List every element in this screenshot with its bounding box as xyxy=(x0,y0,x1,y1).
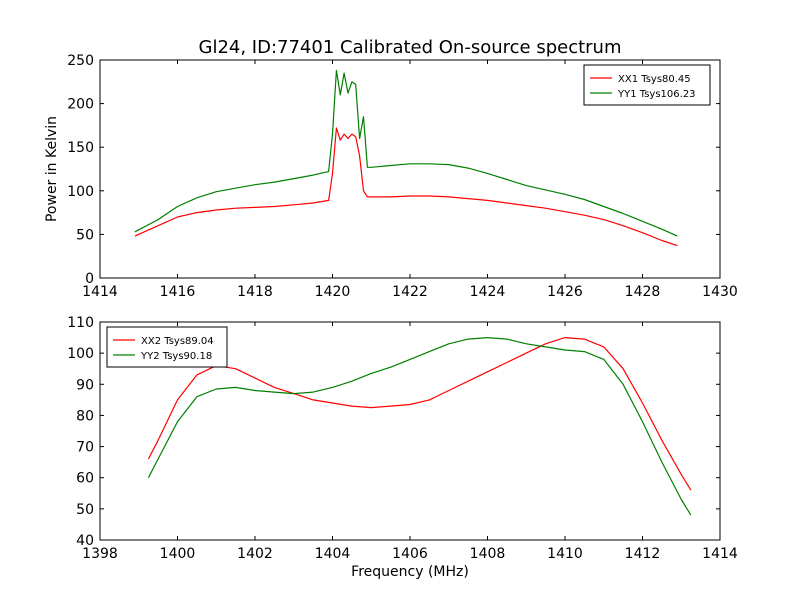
x-tick-label: 1414 xyxy=(82,284,118,300)
x-tick-label: 1420 xyxy=(315,284,351,300)
chart-title: Gl24, ID:77401 Calibrated On-source spec… xyxy=(199,37,622,58)
bottom-panel: 1398 1400 1402 1404 1406 1408 1410 1412 1414 40 50… xyxy=(67,315,738,562)
y-tick-label: 50 xyxy=(76,502,94,518)
y-tick-label: 60 xyxy=(76,471,94,487)
y-tick-label: 250 xyxy=(67,53,94,69)
x-tick-label: 1422 xyxy=(392,284,428,300)
y-tick-label: 80 xyxy=(76,408,94,424)
x-tick-label: 1402 xyxy=(237,546,273,562)
legend: XX1 Tsys80.45 YY1 Tsys106.23 xyxy=(583,64,711,106)
x-tick-label: 1426 xyxy=(547,284,583,300)
x-tick-label: 1430 xyxy=(702,284,738,300)
y-tick-label: 100 xyxy=(67,346,94,362)
x-tick-label: 1424 xyxy=(470,284,506,300)
x-tick-label: 1404 xyxy=(315,546,351,562)
top-panel: 1414 1416 1418 1420 1422 1424 1426 1428 1430 0 50 1… xyxy=(67,53,738,300)
x-tick-label: 1412 xyxy=(625,546,661,562)
x-tick-label: 1400 xyxy=(160,546,196,562)
y-tick-label: 110 xyxy=(67,315,94,331)
x-tick-label: 1416 xyxy=(160,284,196,300)
y-tick-label: 40 xyxy=(76,533,94,549)
legend: XX2 Tsys89.04 YY2 Tsys90.18 xyxy=(106,326,228,368)
legend-box xyxy=(583,64,711,106)
x-axis-label-bottom: Frequency (MHz) xyxy=(351,564,469,580)
x-tick-label: 1410 xyxy=(547,546,583,562)
series-line-2 xyxy=(134,69,678,237)
series-line-1 xyxy=(147,337,692,491)
x-tick-label: 1414 xyxy=(702,546,738,562)
y-axis-label-top: Power in Kelvin xyxy=(44,116,60,222)
series-line-1 xyxy=(134,127,678,247)
series-line-2 xyxy=(147,337,692,516)
x-tick-label: 1418 xyxy=(237,284,273,300)
legend-label: XX1 Tsys80.45 xyxy=(618,74,691,85)
y-tick-label: 50 xyxy=(76,227,94,243)
y-tick-label: 200 xyxy=(67,97,94,113)
x-tick-label: 1428 xyxy=(625,284,661,300)
y-tick-label: 0 xyxy=(85,271,94,287)
y-tick-label: 100 xyxy=(67,184,94,200)
x-tick-label: 1406 xyxy=(392,546,428,562)
legend-label: XX2 Tsys89.04 xyxy=(141,336,214,347)
x-tick-label: 1398 xyxy=(82,546,118,562)
legend-box xyxy=(106,326,228,368)
legend-label: YY2 Tsys90.18 xyxy=(140,351,212,362)
y-tick-label: 70 xyxy=(76,440,94,456)
y-tick-label: 150 xyxy=(67,140,94,156)
x-tick-label: 1408 xyxy=(470,546,506,562)
legend-label: YY1 Tsys106.23 xyxy=(617,89,696,100)
y-tick-label: 90 xyxy=(76,377,94,393)
